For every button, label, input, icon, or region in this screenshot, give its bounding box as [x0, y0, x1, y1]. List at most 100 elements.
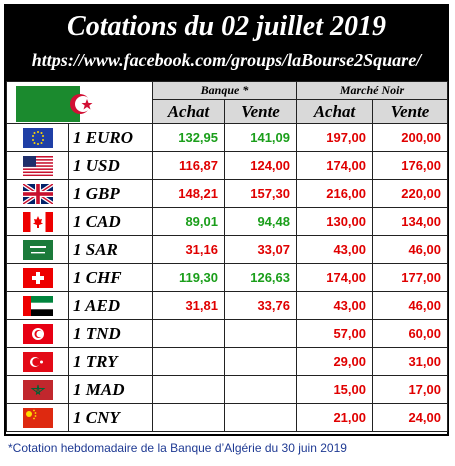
bank-buy-value: 89,01 — [152, 207, 225, 236]
bank-sell-value: 33,07 — [224, 235, 297, 264]
turkey-flag-icon — [23, 352, 53, 372]
algeria-flag-cell — [6, 81, 153, 124]
morocco-flag-icon — [23, 380, 53, 400]
black-buy-value: 29,00 — [296, 347, 373, 376]
black-sell-value: 24,00 — [372, 403, 448, 432]
footnote: *Cotation hebdomadaire de la Banque d’Al… — [8, 441, 347, 455]
bank-sell-value — [224, 319, 297, 348]
currency-label: 1 TND — [68, 319, 153, 348]
bank-buy-value: 116,87 — [152, 151, 225, 180]
bank-sell-value: 157,30 — [224, 179, 297, 208]
bank-sell-value — [224, 375, 297, 404]
flag-cell — [6, 319, 69, 348]
table-row: 1 TND 57,00 60,00 — [6, 319, 448, 348]
bank-buy-value — [152, 347, 225, 376]
bank-buy-value — [152, 319, 225, 348]
group-url[interactable]: https://www.facebook.com/groups/laBourse… — [31, 50, 422, 70]
bank-sell-header: Vente — [224, 99, 297, 124]
table-row: 1 AED 31,81 33,76 43,00 46,00 — [6, 291, 448, 320]
currency-label: 1 EURO — [68, 123, 153, 152]
black-buy-value: 21,00 — [296, 403, 373, 432]
bank-buy-value: 132,95 — [152, 123, 225, 152]
bank-buy-value — [152, 375, 225, 404]
bank-sell-value: 94,48 — [224, 207, 297, 236]
flag-cell — [6, 347, 69, 376]
bank-buy-value — [152, 403, 225, 432]
black-sell-value: 46,00 — [372, 235, 448, 264]
currency-label: 1 GBP — [68, 179, 153, 208]
table-row: 1 EURO 132,95 141,09 197,00 200,00 — [6, 123, 448, 152]
black-buy-value: 174,00 — [296, 151, 373, 180]
uae-flag-icon — [23, 296, 53, 316]
flag-cell — [6, 123, 69, 152]
currency-label: 1 CHF — [68, 263, 153, 292]
table-row: 1 USD 116,87 124,00 174,00 176,00 — [6, 151, 448, 180]
table-row: 1 GBP 148,21 157,30 216,00 220,00 — [6, 179, 448, 208]
us-flag-icon — [23, 156, 53, 176]
currency-label: 1 CAD — [68, 207, 153, 236]
flag-cell — [6, 151, 69, 180]
black-sell-value: 134,00 — [372, 207, 448, 236]
title-banner: Cotations du 02 juillet 2019 https://www… — [6, 6, 447, 81]
table-row: 1 TRY 29,00 31,00 — [6, 347, 448, 376]
black-buy-value: 216,00 — [296, 179, 373, 208]
black-sell-value: 177,00 — [372, 263, 448, 292]
flag-cell — [6, 291, 69, 320]
currency-label: 1 USD — [68, 151, 153, 180]
black-sell-header: Vente — [372, 99, 448, 124]
table-row: 1 SAR 31,16 33,07 43,00 46,00 — [6, 235, 448, 264]
black-buy-value: 43,00 — [296, 235, 373, 264]
black-sell-value: 60,00 — [372, 319, 448, 348]
saudi-flag-icon — [23, 240, 53, 260]
bank-sell-value — [224, 403, 297, 432]
page-title: Cotations du 02 juillet 2019 — [67, 11, 386, 42]
canada-flag-icon — [23, 212, 53, 232]
bank-buy-value: 119,30 — [152, 263, 225, 292]
black-buy-header: Achat — [296, 99, 373, 124]
bank-buy-header: Achat — [152, 99, 225, 124]
tunisia-flag-icon — [23, 324, 53, 344]
flag-cell — [6, 403, 69, 432]
rates-table: Banque * Marché Noir Achat Vente Achat V… — [6, 81, 448, 432]
black-buy-value: 43,00 — [296, 291, 373, 320]
bank-sell-value: 33,76 — [224, 291, 297, 320]
black-buy-value: 174,00 — [296, 263, 373, 292]
currency-label: 1 CNY — [68, 403, 153, 432]
black-sell-value: 31,00 — [372, 347, 448, 376]
flag-cell — [6, 263, 69, 292]
table-row: 1 MAD 15,00 17,00 — [6, 375, 448, 404]
black-sell-value: 220,00 — [372, 179, 448, 208]
flag-cell — [6, 235, 69, 264]
bank-buy-value: 148,21 — [152, 179, 225, 208]
flag-cell — [6, 207, 69, 236]
table-row: 1 CHF 119,30 126,63 174,00 177,00 — [6, 263, 448, 292]
black-sell-value: 17,00 — [372, 375, 448, 404]
table-row: 1 CAD 89,01 94,48 130,00 134,00 — [6, 207, 448, 236]
black-sell-value: 46,00 — [372, 291, 448, 320]
black-sell-value: 200,00 — [372, 123, 448, 152]
black-buy-value: 57,00 — [296, 319, 373, 348]
bank-sell-value — [224, 347, 297, 376]
currency-label: 1 TRY — [68, 347, 153, 376]
algeria-flag-icon — [15, 86, 144, 122]
black-market-group-header: Marché Noir — [296, 81, 448, 100]
black-buy-value: 197,00 — [296, 123, 373, 152]
swiss-flag-icon — [23, 268, 53, 288]
currency-label: 1 AED — [68, 291, 153, 320]
bank-sell-value: 124,00 — [224, 151, 297, 180]
table-row: 1 CNY 21,00 24,00 — [6, 403, 448, 432]
currency-label: 1 MAD — [68, 375, 153, 404]
black-buy-value: 15,00 — [296, 375, 373, 404]
bank-buy-value: 31,16 — [152, 235, 225, 264]
bank-buy-value: 31,81 — [152, 291, 225, 320]
eu-flag-icon — [23, 128, 53, 148]
china-flag-icon — [23, 408, 53, 428]
bank-sell-value: 141,09 — [224, 123, 297, 152]
black-sell-value: 176,00 — [372, 151, 448, 180]
bank-group-header: Banque * — [152, 81, 297, 100]
flag-cell — [6, 375, 69, 404]
uk-flag-icon — [23, 184, 53, 204]
currency-label: 1 SAR — [68, 235, 153, 264]
bank-sell-value: 126,63 — [224, 263, 297, 292]
rates-panel: Cotations du 02 juillet 2019 https://www… — [4, 4, 449, 455]
